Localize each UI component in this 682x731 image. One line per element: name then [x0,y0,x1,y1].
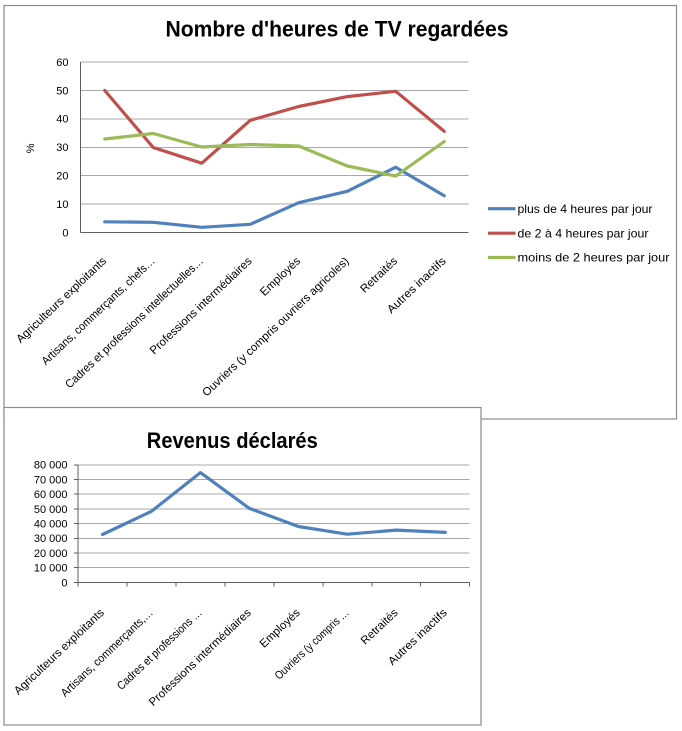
svg-text:40: 40 [56,114,68,126]
svg-text:plus de 4 heures par jour: plus de 4 heures par jour [518,202,653,216]
svg-text:%: % [25,143,37,153]
svg-text:de 2 à 4 heures par jour: de 2 à 4 heures par jour [518,226,649,240]
svg-text:0: 0 [61,577,67,589]
svg-text:80 000: 80 000 [34,460,68,472]
svg-text:10: 10 [56,199,68,211]
svg-text:60 000: 60 000 [34,489,68,501]
svg-text:Revenus déclarés: Revenus déclarés [147,428,318,453]
svg-text:50: 50 [56,85,68,97]
svg-text:20: 20 [56,171,68,183]
svg-text:30 000: 30 000 [34,533,68,545]
svg-text:Nombre d'heures de TV regardée: Nombre d'heures de TV regardées [166,17,509,42]
svg-text:0: 0 [62,227,68,239]
svg-text:30: 30 [56,142,68,154]
svg-text:10 000: 10 000 [34,563,68,575]
svg-text:60: 60 [56,57,68,69]
svg-text:40 000: 40 000 [34,519,68,531]
svg-text:20 000: 20 000 [34,548,68,560]
svg-text:70 000: 70 000 [34,474,68,486]
svg-text:moins de 2 heures par jour: moins de 2 heures par jour [518,251,670,265]
svg-text:50 000: 50 000 [34,504,68,516]
